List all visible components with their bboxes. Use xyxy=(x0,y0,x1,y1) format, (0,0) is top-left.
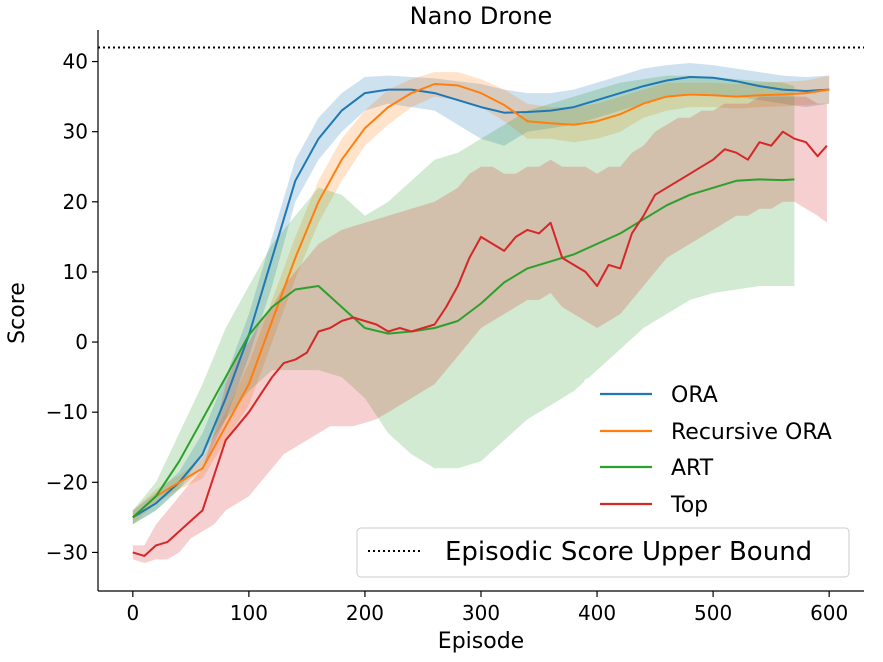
legend-label-top: Top xyxy=(670,493,708,518)
y-tick-label: −10 xyxy=(46,400,88,424)
series-line-art xyxy=(132,178,795,519)
legend-series: ORA Recursive ORA ART Top xyxy=(584,378,860,522)
y-tick-label: 20 xyxy=(63,190,88,214)
legend-label-ora: ORA xyxy=(671,383,718,408)
y-tick-label: 40 xyxy=(63,50,88,74)
legend-label-upper-bound: Episodic Score Upper Bound xyxy=(445,537,812,567)
legend-upper-bound-box xyxy=(356,527,850,578)
x-tick-label: 0 xyxy=(126,601,139,625)
x-axis-label: Episode xyxy=(438,629,524,654)
y-tick-label: 0 xyxy=(75,330,88,354)
band-ora xyxy=(132,63,830,525)
x-tick-label: 300 xyxy=(462,601,500,625)
legend-series-box xyxy=(584,378,860,522)
y-tick-label: −20 xyxy=(46,470,88,494)
band-art xyxy=(132,75,795,525)
y-tick-label: 10 xyxy=(63,260,88,284)
legend-upper-bound: Episodic Score Upper Bound xyxy=(356,527,850,578)
x-tick-label: 400 xyxy=(578,601,616,625)
x-tick-label: 500 xyxy=(694,601,732,625)
series-line-top xyxy=(132,130,828,557)
y-tick-label: 30 xyxy=(63,120,88,144)
x-ticks: 0 100 200 300 400 500 600 xyxy=(126,591,848,625)
x-tick-label: 600 xyxy=(810,601,848,625)
x-tick-label: 100 xyxy=(230,601,268,625)
y-ticks: −30 −20 −10 0 10 20 30 40 xyxy=(46,50,98,564)
series-lines xyxy=(132,76,830,557)
legend-label-recursive-ora: Recursive ORA xyxy=(671,420,832,445)
legend-label-art: ART xyxy=(671,456,714,481)
y-axis-label: Score xyxy=(5,282,30,344)
series-line-recursive-ora xyxy=(132,83,830,519)
x-tick-label: 200 xyxy=(346,601,384,625)
y-tick-label: −30 xyxy=(46,540,88,564)
chart-title: Nano Drone xyxy=(410,2,553,30)
